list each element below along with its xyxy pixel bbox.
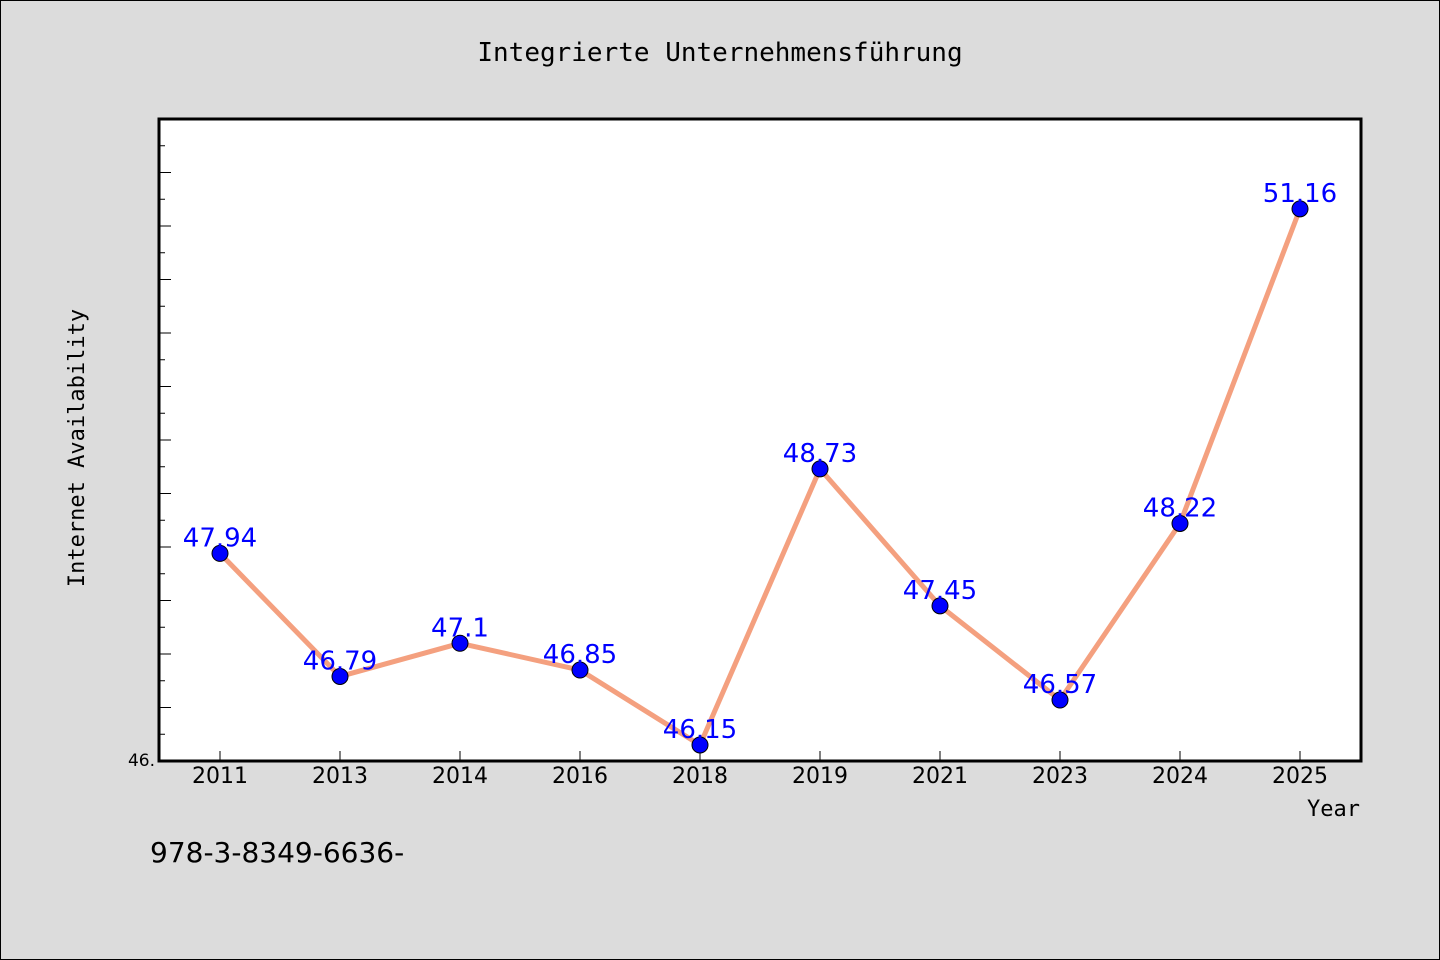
data-label: 48.73 <box>783 439 857 469</box>
x-tick-label: 2013 <box>312 764 368 789</box>
data-point <box>451 634 469 652</box>
data-label: 48.22 <box>1143 493 1217 523</box>
chart-title: Integrierte Unternehmensführung <box>477 38 962 68</box>
y-axis-label: Internet Availability <box>65 309 90 587</box>
data-point <box>811 460 829 478</box>
x-tick-label: 2024 <box>1152 764 1208 789</box>
series-line <box>217 206 1303 748</box>
plot-area <box>157 117 1363 763</box>
series-line-group <box>217 206 1303 748</box>
data-markers <box>211 200 1309 754</box>
x-tick-label: 2021 <box>912 764 968 789</box>
x-axis-ticks <box>219 751 1301 761</box>
x-tick-label: 2014 <box>432 764 488 789</box>
x-tick-label: 2025 <box>1272 764 1328 789</box>
data-label: 47.1 <box>431 613 489 643</box>
x-axis-label: Year <box>1307 797 1360 822</box>
x-tick-label: 2023 <box>1032 764 1088 789</box>
data-label: 51.16 <box>1263 179 1337 209</box>
data-label: 46.15 <box>663 715 737 745</box>
data-label: 47.45 <box>903 576 977 606</box>
x-tick-label: 2019 <box>792 764 848 789</box>
data-point <box>1291 200 1309 218</box>
data-label: 47.94 <box>183 523 257 553</box>
x-tick-labels: 2011 2013 2014 2016 2018 2019 2021 2023 2024 2025 <box>192 764 1328 789</box>
x-tick-label: 2011 <box>192 764 248 789</box>
y-axis-ticks <box>159 118 171 762</box>
data-label: 46.57 <box>1023 670 1097 700</box>
data-point <box>331 667 349 685</box>
data-point <box>571 661 589 679</box>
data-label: 46.79 <box>303 646 377 676</box>
data-point <box>211 544 229 562</box>
x-tick-label: 2018 <box>672 764 728 789</box>
data-point <box>931 597 949 615</box>
data-label: 46.85 <box>543 640 617 670</box>
data-labels: 47.94 46.79 47.1 46.85 46.15 48.73 47.45 46.57 4… <box>183 179 1337 745</box>
y-tick-label: 46. <box>128 751 155 771</box>
data-point <box>1051 691 1069 709</box>
x-tick-label: 2016 <box>552 764 608 789</box>
footer-isbn-text: 978-3-8349-6636- <box>150 836 404 869</box>
data-point <box>1171 514 1189 532</box>
data-point <box>691 736 709 754</box>
